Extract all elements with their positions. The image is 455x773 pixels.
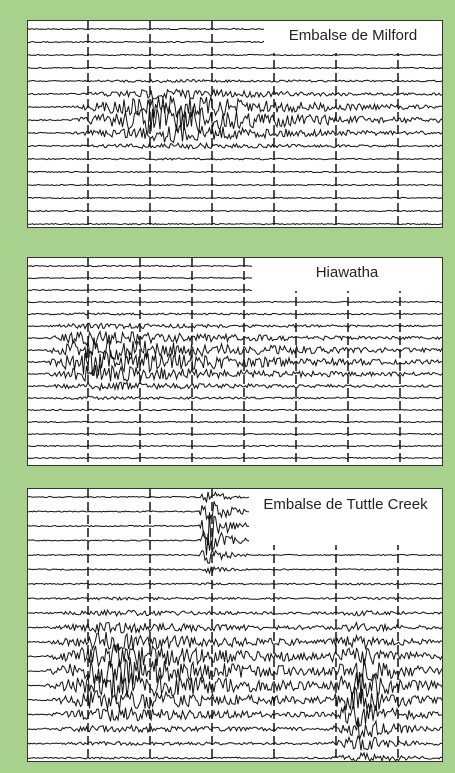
seismogram-panel: Embalse de Tuttle Creek [27,488,443,762]
trace [28,567,443,573]
panel-label: Embalse de Tuttle Creek [249,489,442,545]
trace [28,623,443,633]
trace [28,687,443,712]
trace [28,323,443,328]
trace [28,54,443,55]
trace [28,158,443,160]
trace [28,583,443,585]
trace [28,223,443,224]
trace [28,184,443,185]
panel-label: Hiawatha [252,258,442,291]
figure: Embalse de Milford Hiawatha Embalse de T… [0,0,455,773]
trace [28,210,443,211]
trace [28,382,443,390]
trace [28,736,443,750]
seismogram-panel: Embalse de Milford [27,20,443,228]
trace [28,409,443,411]
seismogram-panel: Hiawatha [27,257,443,466]
trace [28,549,443,563]
trace [28,397,443,400]
trace [28,610,443,616]
trace [28,89,443,99]
trace [28,301,443,302]
trace [28,350,443,376]
trace [28,753,443,762]
trace [28,80,443,83]
trace [28,632,443,650]
trace [28,96,443,118]
trace [28,365,443,382]
trace [28,197,443,198]
trace [28,445,443,446]
trace [28,125,443,143]
trace [28,721,443,740]
trace [28,457,443,458]
trace [28,332,443,345]
trace [28,433,443,434]
trace [28,421,443,422]
trace [28,704,443,727]
trace [28,143,443,149]
trace [28,313,443,315]
trace [28,338,443,361]
trace [28,67,443,68]
trace [28,171,443,172]
trace [28,597,443,600]
panel-label: Embalse de Milford [264,21,442,53]
